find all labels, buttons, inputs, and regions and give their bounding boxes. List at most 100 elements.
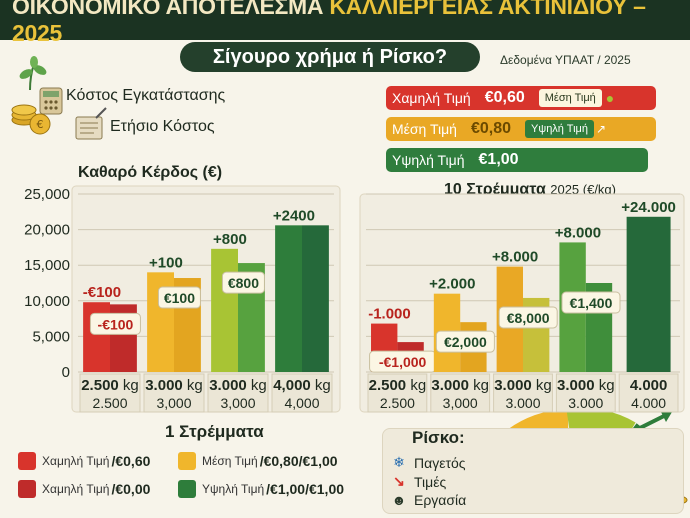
price-pill-label: Μέση Τιμή	[392, 121, 457, 137]
category-number: 3.000	[145, 377, 183, 394]
bar-value-label: +100	[149, 254, 183, 271]
legend-name: Χαμηλή Τιμή	[42, 454, 110, 468]
category-cell	[207, 373, 269, 413]
category-cell	[271, 373, 333, 413]
category-sublabel: 2.500	[380, 395, 415, 411]
legend-swatch	[178, 480, 196, 498]
category-sublabel: 3,000	[220, 395, 255, 411]
legend-name: Μέση Τιμή	[202, 454, 258, 468]
arrow-up-icon: ↗	[596, 122, 607, 136]
risk-label: Τιμές	[414, 473, 447, 490]
category-cell	[430, 373, 491, 413]
category-cell	[618, 373, 679, 413]
category-unit: kg	[406, 377, 426, 394]
bar-value-label: +8.000	[555, 224, 601, 241]
category-number: 2.500	[369, 377, 407, 394]
legend-annual-cost: Ετήσιο Κόστος	[110, 118, 215, 135]
legend-value: /€0,00	[111, 481, 151, 497]
page-title: ΟΙΚΟΝΟΜΙΚΟ ΑΠΟΤΕΛΕΣΜΑ ΚΑΛΛΙΕΡΓΕΙΑΣ ΑΚΤΙΝ…	[12, 0, 690, 47]
legend-value: /€0,60	[111, 453, 151, 469]
price-pill-high: Υψηλή Τιμή €1,00	[386, 148, 648, 172]
price-pill-value: €0,80	[470, 120, 512, 137]
category-cell	[79, 373, 141, 413]
risk-title: Ρίσκο:	[412, 428, 465, 447]
bar	[302, 225, 329, 372]
price-pill-tag: Μέση Τιμή	[538, 89, 602, 107]
bar-value-label: +800	[213, 231, 247, 248]
category-number: 3.000	[209, 377, 247, 394]
category-number: 3.000	[431, 377, 469, 394]
category-unit: kg	[595, 377, 615, 394]
category-label: 3.000 kg	[494, 377, 552, 394]
category-label: 4.000	[630, 377, 668, 394]
category-cell	[143, 373, 205, 413]
source-label: Δεδομένα ΥΠΑΑΤ / 2025	[500, 53, 631, 67]
subtitle: Σίγουρο χρήμα ή Ρίσκο?	[180, 42, 480, 72]
arrow-down-icon: ↘	[393, 473, 405, 489]
chart-2-title-suffix: 2025 (€/kg)	[550, 182, 616, 197]
chart-panel	[71, 185, 341, 413]
legend-title: 1 Στρέμματα	[165, 422, 264, 441]
legend-item: Μέση Τιμή/€0,80/€1,00	[178, 452, 338, 470]
legend-value: /€0,80/€1,00	[259, 453, 338, 469]
chart-1-title: Καθαρό Κέρδος (€)	[78, 164, 223, 181]
category-unit: kg	[247, 377, 267, 394]
category-unit: kg	[119, 377, 139, 394]
legend-name: Υψηλή Τιμή	[202, 482, 265, 496]
legend-item: Χαμηλή Τιμή/€0,00	[18, 480, 150, 498]
category-number: 4.000	[630, 377, 668, 394]
bar-label-box	[498, 306, 558, 329]
y-tick-label: 10,000	[24, 293, 70, 310]
bar-inner-label: €1,400	[570, 295, 613, 311]
bar-value-label: +24.000	[621, 199, 676, 216]
category-label: 3.000 kg	[209, 377, 267, 394]
category-number: 3.000	[557, 377, 595, 394]
category-sublabel: 2.500	[92, 395, 127, 411]
legend-install-cost: Κόστος Εγκατάστασης	[66, 87, 226, 104]
risk-label: Εργασία	[414, 492, 467, 508]
risk-panel	[382, 428, 684, 514]
category-unit: kg	[469, 377, 489, 394]
risk-item-frost: ❄ Παγετός	[390, 454, 465, 471]
category-label: 3.000 kg	[431, 377, 489, 394]
bar-inner-label: €2,000	[444, 334, 487, 350]
leaf-icon: ●	[605, 90, 615, 106]
y-tick-label: 15,000	[24, 257, 70, 274]
bar-value-label: -1.000	[368, 306, 411, 323]
price-pill-value: €0,60	[484, 89, 525, 106]
price-pill-value: €1,00	[478, 151, 519, 168]
risk-item-prices: ↘ Τιμές	[390, 473, 446, 490]
category-label: 2.500 kg	[81, 377, 139, 394]
category-sublabel: 3,000	[156, 395, 191, 411]
legend-item: Υψηλή Τιμή/€1,00/€1,00	[178, 480, 344, 498]
bar-value-label: +8.000	[492, 249, 538, 266]
category-cell	[555, 373, 616, 413]
bar-value-label: -€100	[83, 284, 121, 301]
bar-inner-label: -€1,000	[379, 354, 427, 370]
category-sublabel: 4.000	[631, 395, 666, 411]
bar-inner-label: €100	[164, 290, 195, 306]
title-part-2: ΚΑΛΛΙΕΡΓΕΙΑΣ ΑΚΤΙΝΙΔΙΟΥ – 2025	[12, 0, 646, 46]
bar-label-box	[221, 271, 265, 294]
price-pill-low: Χαμηλή Τιμή €0,60 Μέση Τιμή ●	[386, 86, 656, 110]
category-label: 4,000 kg	[273, 377, 331, 394]
category-unit: kg	[311, 377, 331, 394]
category-sublabel: 3,000	[443, 395, 478, 411]
bar	[626, 216, 671, 372]
legend-swatch	[178, 452, 196, 470]
legend-item: Χαμηλή Τιμή/€0,60	[18, 452, 150, 470]
bar-label-box	[157, 286, 201, 309]
bar	[83, 302, 110, 372]
category-label: 3.000 kg	[145, 377, 203, 394]
category-sublabel: 3.000	[568, 395, 603, 411]
y-tick-label: 5,000	[32, 328, 70, 345]
bar	[211, 248, 238, 372]
worker-icon: ☻	[391, 492, 407, 508]
risk-item-labor: ☻ Εργασία	[390, 492, 467, 508]
price-pill-label: Χαμηλή Τιμή	[392, 90, 471, 106]
bar-inner-label: -€100	[98, 316, 134, 332]
y-tick-label: 0	[62, 364, 70, 381]
title-bar: ΟΙΚΟΝΟΜΙΚΟ ΑΠΟΤΕΛΕΣΜΑ ΚΑΛΛΙΕΡΓΕΙΑΣ ΑΚΤΙΝ…	[0, 0, 690, 46]
bar-label-box	[89, 312, 141, 335]
